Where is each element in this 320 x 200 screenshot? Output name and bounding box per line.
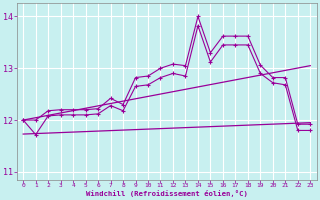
X-axis label: Windchill (Refroidissement éolien,°C): Windchill (Refroidissement éolien,°C) [86,190,248,197]
